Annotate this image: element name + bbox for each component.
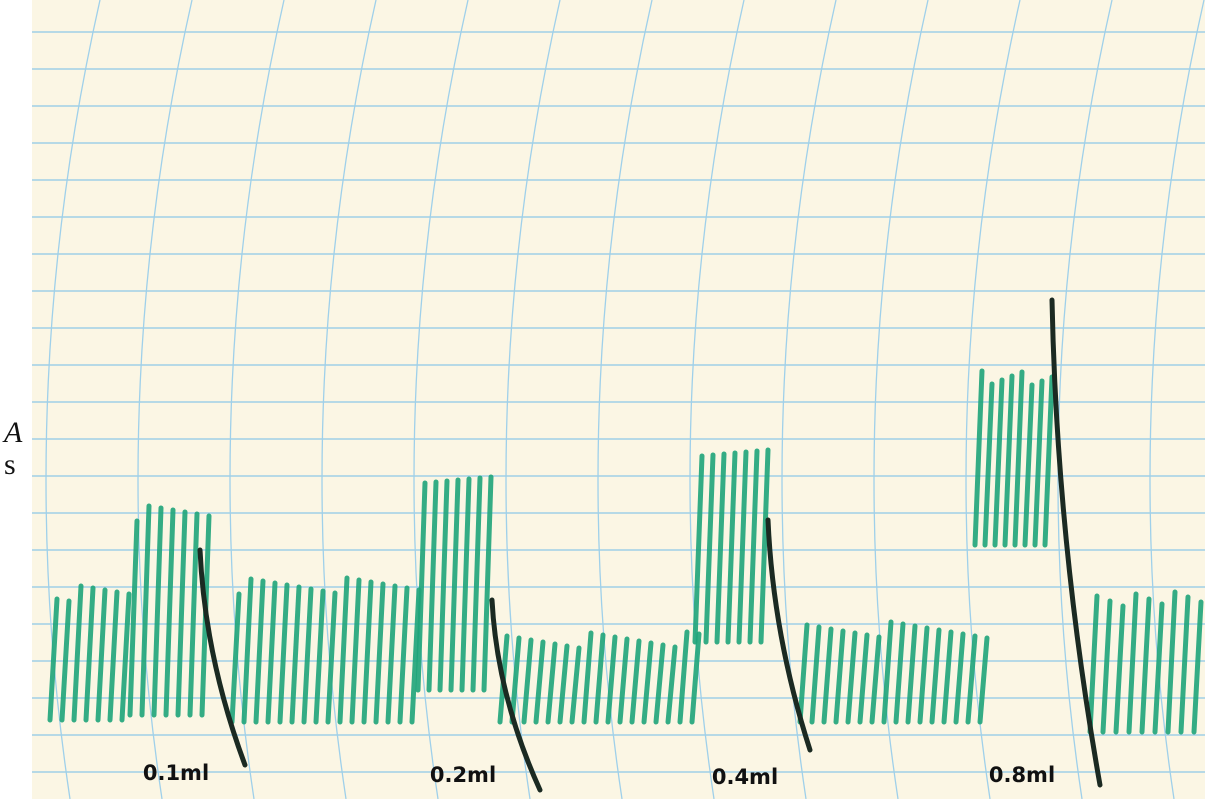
- dose-label: 0.2ml: [430, 763, 496, 787]
- kymograph-scan: A s 0.1ml 0.2ml 0.4ml 0.8ml: [0, 0, 1205, 799]
- side-text: A: [2, 416, 23, 449]
- dose-label: 0.8ml: [989, 763, 1055, 787]
- dose-label: 0.1ml: [143, 761, 209, 785]
- side-text: s: [4, 448, 16, 481]
- dose-label: 0.4ml: [712, 765, 778, 789]
